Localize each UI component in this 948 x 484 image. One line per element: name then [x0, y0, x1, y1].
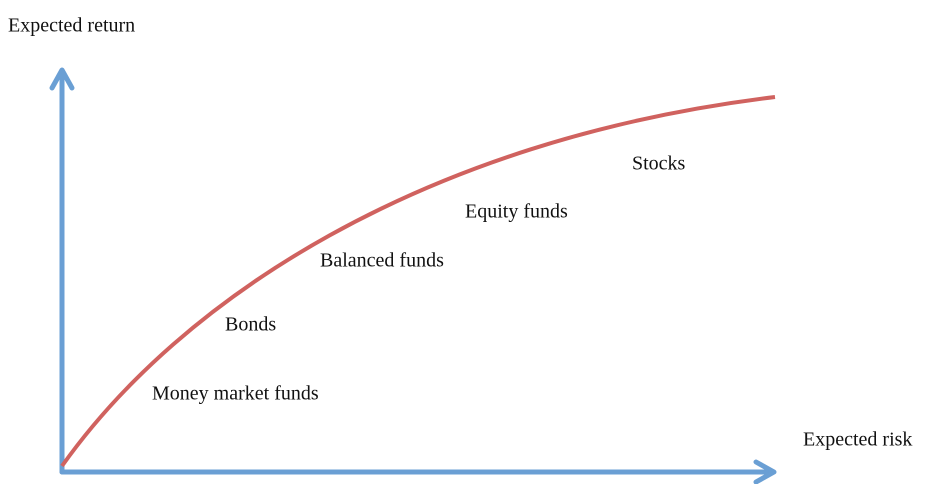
y-axis-label: Expected return [8, 15, 135, 37]
x-axis-label: Expected risk [803, 429, 912, 451]
risk-return-curve [60, 95, 776, 468]
asset-label: Bonds [225, 314, 276, 336]
axes [49, 67, 777, 484]
x-axis-arrow [753, 459, 777, 484]
asset-label: Money market funds [152, 383, 319, 405]
asset-label: Balanced funds [320, 250, 444, 272]
asset-label: Stocks [632, 153, 686, 175]
asset-label: Equity funds [465, 201, 568, 223]
y-axis-arrow [49, 67, 75, 91]
